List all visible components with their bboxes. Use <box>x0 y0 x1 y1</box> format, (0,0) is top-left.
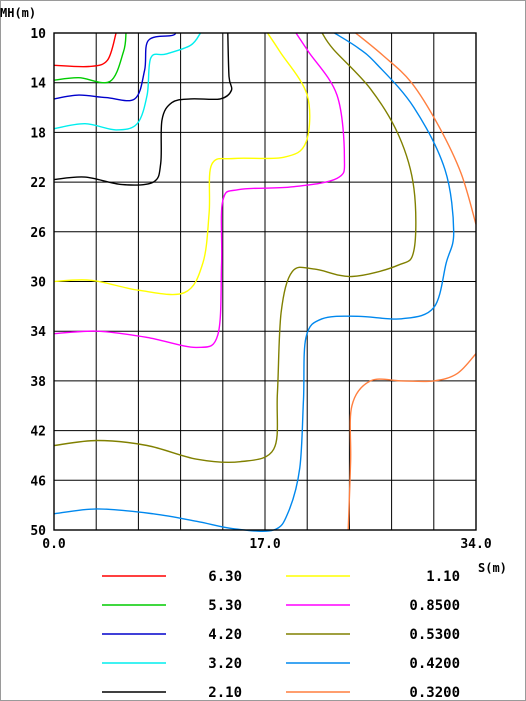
legend-label: 3.20 <box>208 656 242 672</box>
y-tick-label: 34 <box>30 325 46 340</box>
legend: 6.30 5.30 4.20 3.20 2.10 1.10 0.8500 0.5300 0.42… <box>102 569 460 701</box>
plot-border <box>53 32 477 531</box>
contour-line-5.30 <box>53 32 127 84</box>
legend-label: 4.20 <box>208 627 242 643</box>
y-axis-label: MH(m) <box>0 6 36 20</box>
legend-label: 0.5300 <box>409 627 460 643</box>
contour-line-1.10 <box>53 32 311 296</box>
contour-lines <box>53 32 477 532</box>
y-tick-label: 38 <box>30 375 46 390</box>
y-tick-label: 42 <box>30 425 46 440</box>
legend-label: 0.4200 <box>409 656 460 672</box>
y-tick-label: 18 <box>30 126 46 141</box>
contour-line-6.30 <box>53 32 117 68</box>
y-tick-label: 26 <box>30 226 46 241</box>
legend-label: 1.10 <box>426 569 460 585</box>
legend-label: 6.30 <box>208 569 242 585</box>
y-tick-label: 50 <box>30 524 46 539</box>
y-tick-label: 14 <box>30 77 46 92</box>
legend-label: 0.8500 <box>409 598 460 614</box>
contour-line-0.4200 <box>53 32 455 532</box>
contour-line-0.3200 <box>355 32 477 225</box>
contour-line-0.3200 <box>347 353 477 531</box>
y-tick-label: 46 <box>30 474 46 489</box>
legend-label: 2.10 <box>208 685 242 701</box>
y-tick-label: 10 <box>30 27 46 42</box>
contour-line-0.5300 <box>53 32 417 464</box>
contour-line-3.20 <box>53 32 202 131</box>
x-axis-label: S(m) <box>478 561 507 575</box>
contour-line-0.8500 <box>53 32 346 349</box>
y-tick-label: 30 <box>30 276 46 291</box>
grid-lines <box>53 32 477 531</box>
x-tick-label: 34.0 <box>460 537 491 552</box>
legend-label: 5.30 <box>208 598 242 614</box>
x-tick-label: 0.0 <box>42 537 66 552</box>
contour-line-4.20 <box>53 32 177 102</box>
y-tick-labels: 10 14 18 22 26 30 34 38 42 46 50 <box>30 27 46 539</box>
contour-line-2.10 <box>53 32 233 186</box>
legend-label: 0.3200 <box>409 685 460 701</box>
y-tick-label: 22 <box>30 176 46 191</box>
x-tick-label: 17.0 <box>249 537 280 552</box>
x-tick-labels: 0.0 17.0 34.0 <box>42 537 492 552</box>
